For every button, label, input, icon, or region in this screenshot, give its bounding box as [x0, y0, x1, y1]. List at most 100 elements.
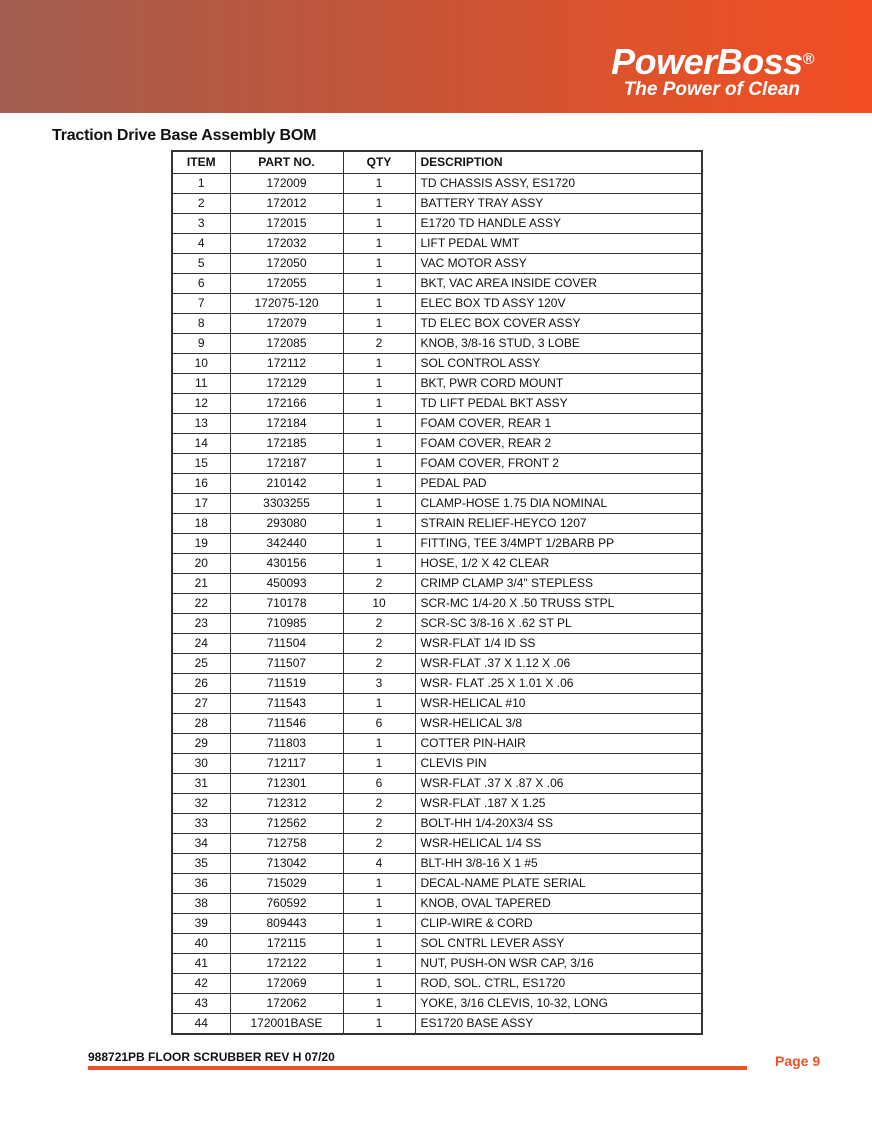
part-no-cell: 712758: [229, 833, 344, 854]
description-cell: BLT-HH 3/8-16 X 1 #5: [414, 853, 703, 874]
item-cell: 15: [171, 453, 231, 474]
description-cell: NUT, PUSH-ON WSR CAP, 3/16: [414, 953, 703, 974]
item-cell: 25: [171, 653, 231, 674]
item-cell: 19: [171, 533, 231, 554]
qty-cell: 1: [342, 553, 416, 574]
description-cell: SOL CONTROL ASSY: [414, 353, 703, 374]
item-cell: 1: [171, 173, 231, 194]
qty-cell: 1: [342, 953, 416, 974]
description-cell: WSR-FLAT .37 X 1.12 X .06: [414, 653, 703, 674]
item-cell: 41: [171, 953, 231, 974]
description-cell: KNOB, OVAL TAPERED: [414, 893, 703, 914]
part-no-cell: 711507: [229, 653, 344, 674]
qty-cell: 1: [342, 173, 416, 194]
description-cell: WSR-FLAT .37 X .87 X .06: [414, 773, 703, 794]
table-row: 29 711803 1 COTTER PIN-HAIR: [171, 733, 703, 754]
table-row: 6 172055 1 BKT, VAC AREA INSIDE COVER: [171, 273, 703, 294]
column-header-part-no: PART NO.: [229, 150, 344, 174]
part-no-cell: 713042: [229, 853, 344, 874]
page-title: Traction Drive Base Assembly BOM: [52, 127, 317, 144]
qty-cell: 2: [342, 813, 416, 834]
item-cell: 4: [171, 233, 231, 254]
part-no-cell: 710985: [229, 613, 344, 634]
table-row: 9 172085 2 KNOB, 3/8-16 STUD, 3 LOBE: [171, 333, 703, 354]
item-cell: 8: [171, 313, 231, 334]
registered-mark: ®: [802, 51, 815, 68]
item-cell: 34: [171, 833, 231, 854]
item-cell: 13: [171, 413, 231, 434]
table-row: 24 711504 2 WSR-FLAT 1/4 ID SS: [171, 633, 703, 654]
description-cell: ELEC BOX TD ASSY 120V: [414, 293, 703, 314]
table-row: 27 711543 1 WSR-HELICAL #10: [171, 693, 703, 714]
table-row: 10 172112 1 SOL CONTROL ASSY: [171, 353, 703, 374]
table-row: 26 711519 3 WSR- FLAT .25 X 1.01 X .06: [171, 673, 703, 694]
item-cell: 16: [171, 473, 231, 494]
part-no-cell: 711803: [229, 733, 344, 754]
qty-cell: 1: [342, 353, 416, 374]
column-header-item: ITEM: [171, 150, 231, 174]
part-no-cell: 172079: [229, 313, 344, 334]
part-no-cell: 760592: [229, 893, 344, 914]
part-no-cell: 450093: [229, 573, 344, 594]
table-row: 4 172032 1 LIFT PEDAL WMT: [171, 233, 703, 254]
part-no-cell: 711519: [229, 673, 344, 694]
item-cell: 36: [171, 873, 231, 894]
description-cell: DECAL-NAME PLATE SERIAL: [414, 873, 703, 894]
part-no-cell: 293080: [229, 513, 344, 534]
qty-cell: 6: [342, 713, 416, 734]
part-no-cell: 172115: [229, 933, 344, 954]
table-row: 19 342440 1 FITTING, TEE 3/4MPT 1/2BARB PP: [171, 533, 703, 554]
description-cell: TD LIFT PEDAL BKT ASSY: [414, 393, 703, 414]
item-cell: 9: [171, 333, 231, 354]
item-cell: 30: [171, 753, 231, 774]
qty-cell: 1: [342, 313, 416, 334]
item-cell: 22: [171, 593, 231, 614]
qty-cell: 1: [342, 513, 416, 534]
part-no-cell: 172122: [229, 953, 344, 974]
item-cell: 32: [171, 793, 231, 814]
item-cell: 35: [171, 853, 231, 874]
table-row: 41 172122 1 NUT, PUSH-ON WSR CAP, 3/16: [171, 953, 703, 974]
qty-cell: 2: [342, 633, 416, 654]
table-row: 1 172009 1 TD CHASSIS ASSY, ES1720: [171, 173, 703, 194]
qty-cell: 1: [342, 993, 416, 1014]
item-cell: 42: [171, 973, 231, 994]
table-row: 7 172075-120 1 ELEC BOX TD ASSY 120V: [171, 293, 703, 314]
table-row: 25 711507 2 WSR-FLAT .37 X 1.12 X .06: [171, 653, 703, 674]
qty-cell: 1: [342, 273, 416, 294]
part-no-cell: 172032: [229, 233, 344, 254]
logo-tagline: The Power of Clean: [623, 79, 800, 100]
powerboss-logo: PowerBoss® The Power of Clean: [611, 44, 814, 100]
table-row: 14 172185 1 FOAM COVER, REAR 2: [171, 433, 703, 454]
part-no-cell: 172055: [229, 273, 344, 294]
qty-cell: 1: [342, 973, 416, 994]
part-no-cell: 172012: [229, 193, 344, 214]
part-no-cell: 172184: [229, 413, 344, 434]
table-row: 43 172062 1 YOKE, 3/16 CLEVIS, 10-32, LONG: [171, 993, 703, 1014]
item-cell: 26: [171, 673, 231, 694]
part-no-cell: 172062: [229, 993, 344, 1014]
qty-cell: 1: [342, 893, 416, 914]
part-no-cell: 712562: [229, 813, 344, 834]
description-cell: WSR- FLAT .25 X 1.01 X .06: [414, 673, 703, 694]
qty-cell: 1: [342, 233, 416, 254]
table-row: 18 293080 1 STRAIN RELIEF-HEYCO 1207: [171, 513, 703, 534]
description-cell: FOAM COVER, FRONT 2: [414, 453, 703, 474]
description-cell: ES1720 BASE ASSY: [414, 1013, 703, 1035]
table-header-row: ITEM PART NO. QTY DESCRIPTION: [171, 150, 703, 174]
description-cell: WSR-HELICAL 3/8: [414, 713, 703, 734]
qty-cell: 1: [342, 253, 416, 274]
item-cell: 2: [171, 193, 231, 214]
table-row: 35 713042 4 BLT-HH 3/8-16 X 1 #5: [171, 853, 703, 874]
table-row: 42 172069 1 ROD, SOL. CTRL, ES1720: [171, 973, 703, 994]
qty-cell: 1: [342, 533, 416, 554]
description-cell: WSR-HELICAL 1/4 SS: [414, 833, 703, 854]
item-cell: 10: [171, 353, 231, 374]
table-row: 31 712301 6 WSR-FLAT .37 X .87 X .06: [171, 773, 703, 794]
table-row: 28 711546 6 WSR-HELICAL 3/8: [171, 713, 703, 734]
part-no-cell: 711504: [229, 633, 344, 654]
column-header-qty: QTY: [342, 150, 416, 174]
part-no-cell: 172166: [229, 393, 344, 414]
table-row: 36 715029 1 DECAL-NAME PLATE SERIAL: [171, 873, 703, 894]
description-cell: CLIP-WIRE & CORD: [414, 913, 703, 934]
